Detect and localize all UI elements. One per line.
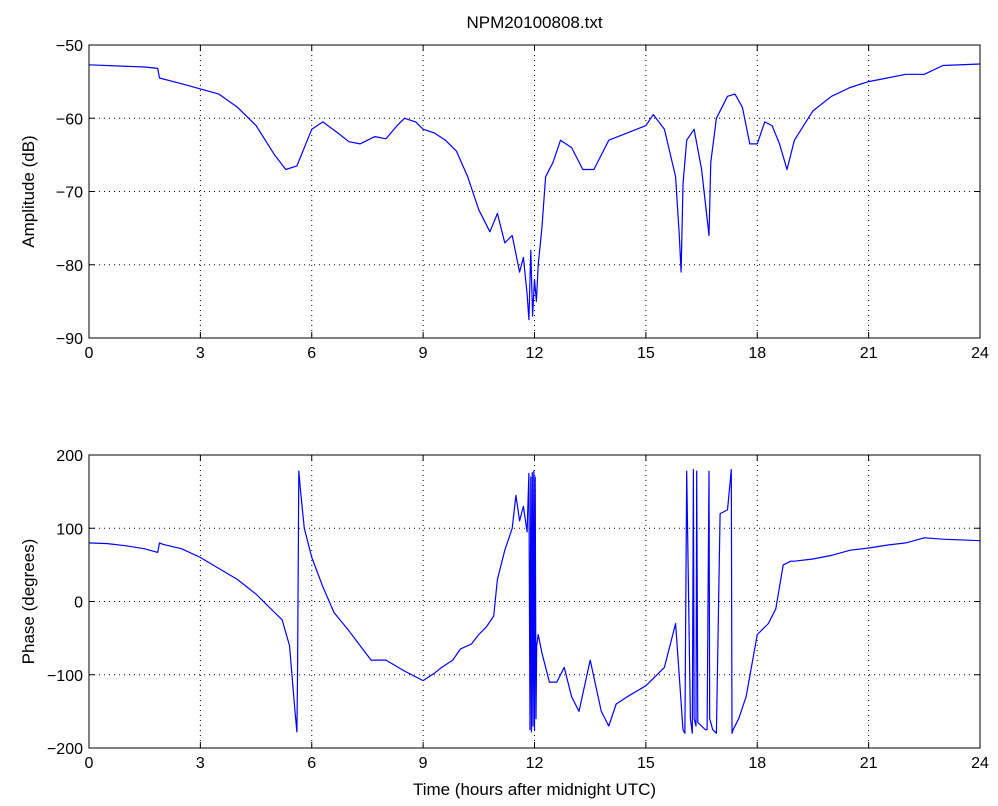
phase-x-tick-label: 18 (748, 755, 766, 772)
phase-x-tick-label: 12 (526, 755, 544, 772)
amplitude-y-axis-label: Amplitude (dB) (19, 135, 38, 247)
amplitude-x-tick-label: 3 (196, 345, 205, 362)
phase-y-tick-label: 0 (74, 595, 83, 612)
amplitude-y-tick-label: −70 (56, 185, 83, 202)
amplitude-x-tick-label: 15 (637, 345, 655, 362)
amplitude-y-tick-label: −90 (56, 331, 83, 348)
phase-x-tick-label: 3 (196, 755, 205, 772)
amplitude-x-tick-label: 12 (526, 345, 544, 362)
phase-x-axis-label: Time (hours after midnight UTC) (413, 780, 656, 799)
phase-y-tick-label: 100 (56, 521, 83, 538)
phase-x-tick-label: 6 (307, 755, 316, 772)
phase-y-tick-label: −100 (47, 668, 83, 685)
amplitude-x-tick-label: 18 (748, 345, 766, 362)
phase-x-tick-label: 0 (85, 755, 94, 772)
amplitude-x-tick-label: 9 (419, 345, 428, 362)
phase-series-line (88, 469, 981, 734)
amplitude-series-line (88, 63, 981, 321)
phase-x-tick-label: 9 (419, 755, 428, 772)
phase-x-tick-label: 24 (971, 755, 989, 772)
amplitude-y-tick-label: −60 (56, 111, 83, 128)
amplitude-x-tick-label: 24 (971, 345, 989, 362)
amplitude-x-tick-label: 21 (860, 345, 878, 362)
amplitude-y-tick-label: −50 (56, 38, 83, 55)
phase-y-tick-label: 200 (56, 448, 83, 465)
phase-panel: 0 3 6 9 12 15 18 21 24 −200 −100 0 100 200 Time (hour… (19, 448, 989, 799)
amplitude-frame (88, 44, 981, 339)
amplitude-panel: 0 3 6 9 12 15 18 21 24 −90 −80 −70 −60 −50 NPM2010080… (19, 13, 989, 362)
amplitude-gridlines (89, 45, 980, 338)
phase-x-tick-label: 21 (860, 755, 878, 772)
phase-y-tick-label: −200 (47, 741, 83, 758)
chart-title: NPM20100808.txt (466, 13, 602, 32)
amplitude-ticks: 0 3 6 9 12 15 18 21 24 −90 −80 −70 −60 −50 (56, 38, 989, 362)
phase-ticks: 0 3 6 9 12 15 18 21 24 −200 −100 0 100 200 (47, 448, 989, 772)
phase-y-axis-label: Phase (degrees) (19, 539, 38, 665)
amplitude-x-tick-label: 0 (85, 345, 94, 362)
phase-x-tick-label: 15 (637, 755, 655, 772)
phase-frame (88, 454, 981, 749)
amplitude-y-tick-label: −80 (56, 258, 83, 275)
amplitude-x-tick-label: 6 (307, 345, 316, 362)
